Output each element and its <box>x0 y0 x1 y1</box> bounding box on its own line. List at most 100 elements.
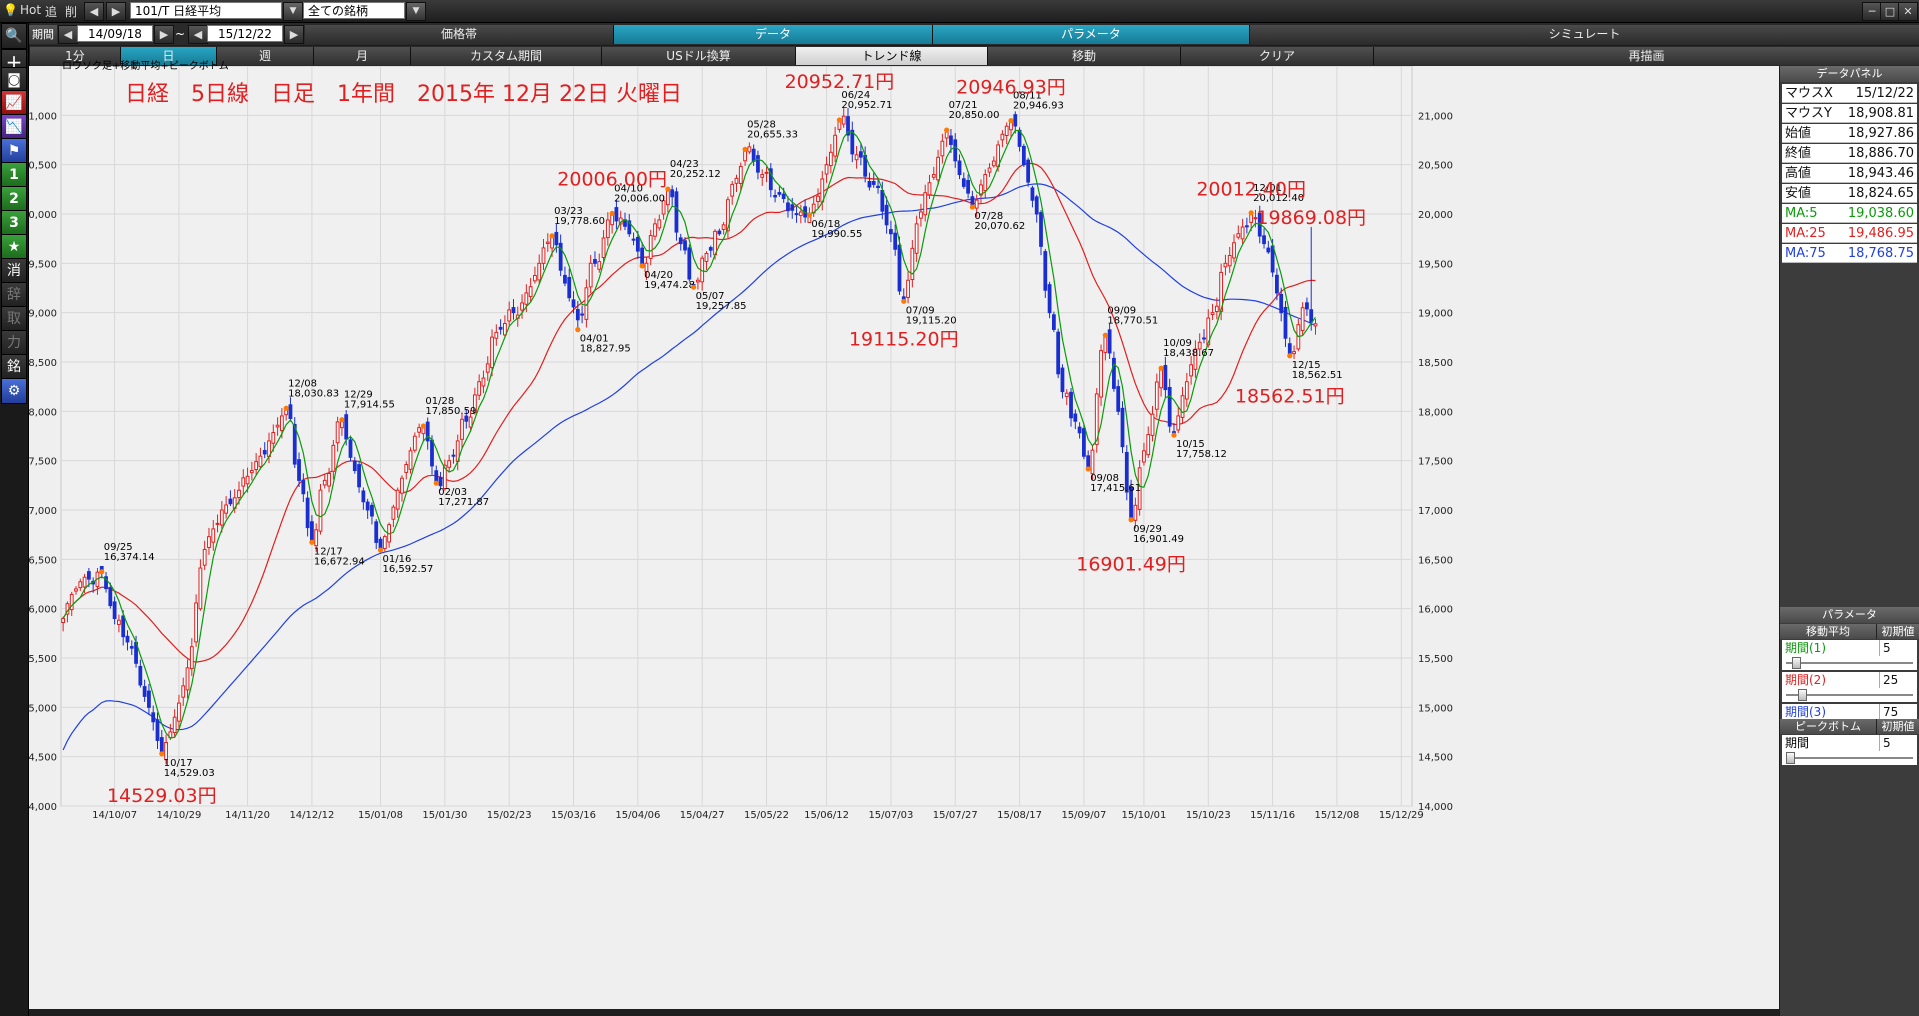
candle-body <box>979 184 983 196</box>
param-value-input[interactable]: 5 <box>1879 640 1917 656</box>
tab-parameter[interactable]: パラメータ <box>933 25 1250 44</box>
date-from-next-button[interactable]: ▶ <box>154 25 174 44</box>
y-tick-label-right: 20,500 <box>1418 161 1453 172</box>
candle-body <box>125 635 130 643</box>
camera-icon[interactable]: ◙ <box>1 67 27 93</box>
preset-3-button[interactable]: 3 <box>1 210 27 236</box>
gear-icon[interactable]: ⚙ <box>1 378 27 404</box>
peak-value-label: 18,438.67 <box>1163 348 1214 359</box>
star-icon[interactable]: ★ <box>1 234 27 260</box>
date-to-prev-button[interactable]: ◀ <box>188 25 208 44</box>
add-button[interactable]: 追 <box>45 5 58 19</box>
y-tick-label-right: 19,500 <box>1418 259 1453 270</box>
tab-usd-convert[interactable]: USドル換算 <box>602 47 796 65</box>
tab-custom-period[interactable]: カスタム期間 <box>411 47 602 65</box>
delete-button[interactable]: 削 <box>65 5 78 19</box>
candle-body <box>74 588 78 592</box>
search-icon[interactable]: 🔍 <box>1 23 27 49</box>
param-value-input[interactable]: 75 <box>1879 704 1917 720</box>
chart-purple-icon[interactable]: 📉 <box>1 114 27 140</box>
back-button[interactable]: ◀ <box>84 2 104 21</box>
candle-body <box>357 464 361 488</box>
date-from-field[interactable]: 14/09/18 <box>77 25 153 42</box>
param-slider[interactable] <box>1782 751 1917 765</box>
candle-body <box>262 449 267 455</box>
candle-body <box>644 262 649 273</box>
tab-daily[interactable]: 日 <box>121 47 217 65</box>
date-to-field[interactable]: 15/12/22 <box>207 25 283 42</box>
minimize-icon[interactable]: ─ <box>1862 2 1882 21</box>
peak-date-label: 05/07 <box>696 291 725 302</box>
candle-body <box>215 522 220 525</box>
slider-thumb[interactable] <box>1797 689 1807 701</box>
tab-trendline[interactable]: トレンド線 <box>796 47 988 65</box>
tab-monthly[interactable]: 月 <box>314 47 411 65</box>
scope-select[interactable]: 全ての銘柄 <box>303 2 405 19</box>
x-tick-label: 15/08/17 <box>997 810 1042 821</box>
x-tick-label: 15/01/08 <box>358 810 403 821</box>
param-slider[interactable] <box>1782 688 1917 702</box>
maximize-icon[interactable]: □ <box>1880 2 1900 21</box>
param-value-input[interactable]: 5 <box>1879 735 1917 751</box>
candle-body <box>1030 187 1035 201</box>
candle-body <box>245 475 250 485</box>
stock-button[interactable]: 銘 <box>1 354 27 380</box>
candle-body <box>1210 312 1215 315</box>
tab-move[interactable]: 移動 <box>988 47 1181 65</box>
symbol-dropdown-icon[interactable]: ▼ <box>283 2 303 21</box>
candle-body <box>86 571 91 580</box>
candle-body <box>1133 504 1138 521</box>
slider-track[interactable] <box>1786 757 1913 759</box>
data-row-label: MA:75 <box>1785 246 1826 261</box>
hot-button[interactable]: Hot <box>20 3 42 17</box>
preset-2-button[interactable]: 2 <box>1 186 27 212</box>
peak-marker <box>549 233 555 239</box>
take-button[interactable]: 取 <box>1 306 27 332</box>
candle-body <box>816 195 820 203</box>
power-button[interactable]: 力 <box>1 330 27 356</box>
peak-value-label: 20,946.93 <box>1013 101 1064 112</box>
slider-track[interactable] <box>1786 662 1913 664</box>
tab-clear[interactable]: クリア <box>1181 47 1374 65</box>
scope-dropdown-icon[interactable]: ▼ <box>406 2 426 21</box>
candle-body <box>194 602 198 643</box>
candle-body <box>417 427 422 433</box>
candle-body <box>957 160 962 176</box>
erase-button[interactable]: 消 <box>1 258 27 284</box>
slider-thumb[interactable] <box>1791 657 1801 669</box>
preset-1-button[interactable]: 1 <box>1 162 27 188</box>
data-row-value: 18,927.86 <box>1847 126 1914 141</box>
date-from-prev-button[interactable]: ◀ <box>58 25 78 44</box>
tab-redraw[interactable]: 再描画 <box>1374 47 1919 65</box>
tab-price-band[interactable]: 価格帯 <box>305 25 614 44</box>
candle-body <box>687 247 692 280</box>
candle-body <box>730 183 735 197</box>
close-icon[interactable]: ✕ <box>1898 2 1918 21</box>
candle-body <box>751 148 756 162</box>
symbol-select[interactable]: 101/T 日経平均 <box>130 2 282 19</box>
ma-init-button[interactable]: 初期値 <box>1877 624 1919 639</box>
tab-data[interactable]: データ <box>614 25 933 44</box>
dictionary-button[interactable]: 辞 <box>1 282 27 308</box>
slider-track[interactable] <box>1786 694 1913 696</box>
flag-icon[interactable]: ⚑ <box>1 138 27 164</box>
tab-weekly[interactable]: 週 <box>217 47 314 65</box>
tab-1min[interactable]: 1分 <box>30 47 121 65</box>
param-value-input[interactable]: 25 <box>1879 672 1917 688</box>
forward-button[interactable]: ▶ <box>106 2 126 21</box>
data-row: 始値 18,927.86 <box>1782 124 1917 143</box>
peak-init-button[interactable]: 初期値 <box>1877 719 1919 734</box>
candle-body <box>472 394 477 413</box>
candle-body <box>1309 309 1314 323</box>
param-slider[interactable] <box>1782 656 1917 670</box>
chart-area[interactable]: 09/25 16,374.14 10/17 14,529.03 12/08 18,030.… <box>29 61 1779 1016</box>
bulb-icon[interactable]: 💡 <box>3 3 18 17</box>
peak-value-label: 14,529.03 <box>164 768 215 779</box>
tab-simulate[interactable]: シミュレート <box>1250 25 1919 44</box>
date-to-next-button[interactable]: ▶ <box>284 25 304 44</box>
chart-red-icon[interactable]: 📈 <box>1 90 27 116</box>
price-annotation: 18562.51円 <box>1235 386 1345 408</box>
candle-body <box>708 247 713 251</box>
slider-thumb[interactable] <box>1786 752 1795 764</box>
